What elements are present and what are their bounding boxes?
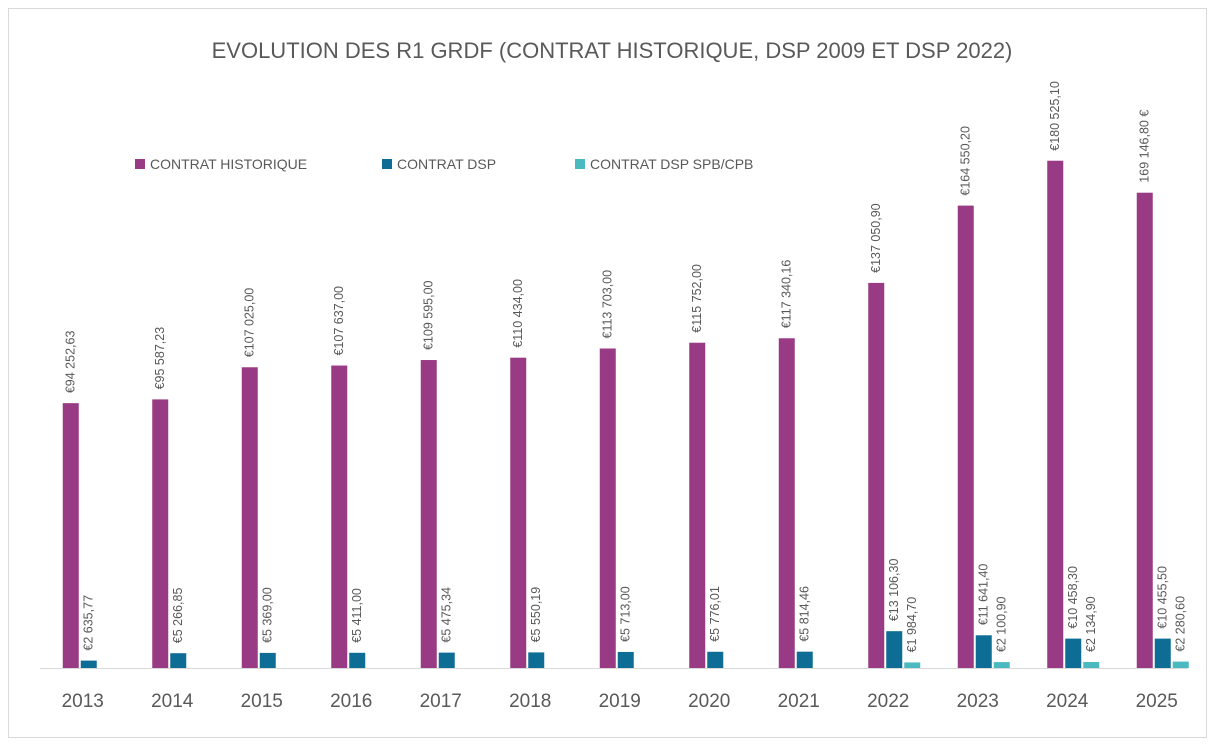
bar	[975, 635, 992, 668]
data-label: €2 280,60	[1174, 596, 1188, 652]
bar	[528, 652, 545, 668]
x-tick-label: 2014	[151, 691, 194, 712]
chart-title: EVOLUTION DES R1 GRDF (CONTRAT HISTORIQU…	[212, 38, 1013, 63]
data-label: €109 595,00	[422, 280, 436, 350]
bar	[1154, 638, 1171, 668]
data-label: €10 455,50	[1156, 566, 1170, 629]
bar	[1083, 662, 1100, 668]
data-label: €5 266,85	[171, 588, 185, 644]
bar	[993, 662, 1010, 668]
x-tick-label: 2015	[241, 691, 283, 712]
data-label: €5 814,46	[798, 586, 812, 642]
x-tick-label: 2025	[1136, 691, 1178, 712]
x-tick-label: 2020	[688, 691, 730, 712]
data-label: €107 025,00	[243, 288, 257, 358]
bar	[152, 399, 169, 668]
data-label: €2 134,90	[1084, 596, 1098, 652]
bar	[510, 357, 527, 668]
data-label: €95 587,23	[153, 327, 167, 390]
bar	[868, 282, 885, 668]
bar	[1065, 638, 1082, 668]
data-label: €2 100,90	[995, 596, 1009, 652]
legend-label: CONTRAT HISTORIQUE	[150, 156, 307, 172]
data-label: €164 550,20	[959, 126, 973, 196]
x-tick-label: 2021	[778, 691, 820, 712]
data-label: 169 146,80 €	[1138, 110, 1152, 183]
x-tick-label: 2019	[599, 691, 641, 712]
data-label: €113 703,00	[601, 270, 615, 339]
data-label: €13 106,30	[887, 559, 901, 622]
data-label: €5 713,00	[619, 586, 633, 642]
data-label: €10 458,30	[1066, 566, 1080, 629]
bar	[259, 652, 276, 668]
bar	[1136, 192, 1153, 668]
legend-label: CONTRAT DSP	[397, 156, 496, 172]
bar	[331, 365, 348, 668]
data-label: €5 550,19	[529, 587, 543, 643]
data-label: €137 050,90	[869, 203, 883, 273]
data-label: €2 635,77	[82, 595, 96, 651]
data-label: €94 252,63	[64, 331, 78, 394]
bar	[886, 631, 903, 668]
data-label: €5 475,34	[440, 587, 454, 643]
legend-swatch	[575, 159, 585, 169]
bar	[170, 653, 187, 668]
bar	[80, 660, 97, 668]
data-label: €107 637,00	[332, 286, 346, 356]
bar	[1172, 661, 1189, 668]
data-label: €1 984,70	[905, 597, 919, 653]
legend-label: CONTRAT DSP SPB/CPB	[590, 156, 753, 172]
data-label: €117 340,16	[780, 260, 794, 329]
bar	[904, 662, 921, 668]
data-label: €11 641,40	[977, 564, 991, 626]
bar	[438, 652, 455, 668]
bar	[349, 652, 366, 668]
data-label: €115 752,00	[690, 264, 704, 333]
bar	[796, 651, 813, 668]
bar	[241, 367, 258, 668]
bar	[778, 338, 795, 668]
bar	[1047, 160, 1064, 668]
data-label: €110 434,00	[511, 279, 525, 348]
bar	[707, 651, 724, 668]
x-tick-label: 2023	[957, 691, 999, 712]
bar	[62, 403, 79, 668]
x-tick-label: 2018	[509, 691, 551, 712]
x-tick-label: 2024	[1046, 691, 1089, 712]
data-label: €5 369,00	[261, 587, 275, 643]
bar	[617, 651, 634, 668]
bar	[689, 342, 706, 668]
x-tick-label: 2016	[330, 691, 372, 712]
bar	[957, 205, 974, 668]
x-tick-label: 2013	[62, 691, 104, 712]
data-label: €5 776,01	[708, 586, 722, 642]
bar	[599, 348, 616, 668]
data-label: €180 525,10	[1048, 81, 1062, 151]
data-label: €5 411,00	[350, 588, 364, 643]
legend-swatch	[382, 159, 392, 169]
legend-swatch	[135, 159, 145, 169]
x-tick-label: 2017	[420, 691, 462, 712]
bar	[420, 360, 437, 668]
x-tick-label: 2022	[867, 691, 909, 712]
